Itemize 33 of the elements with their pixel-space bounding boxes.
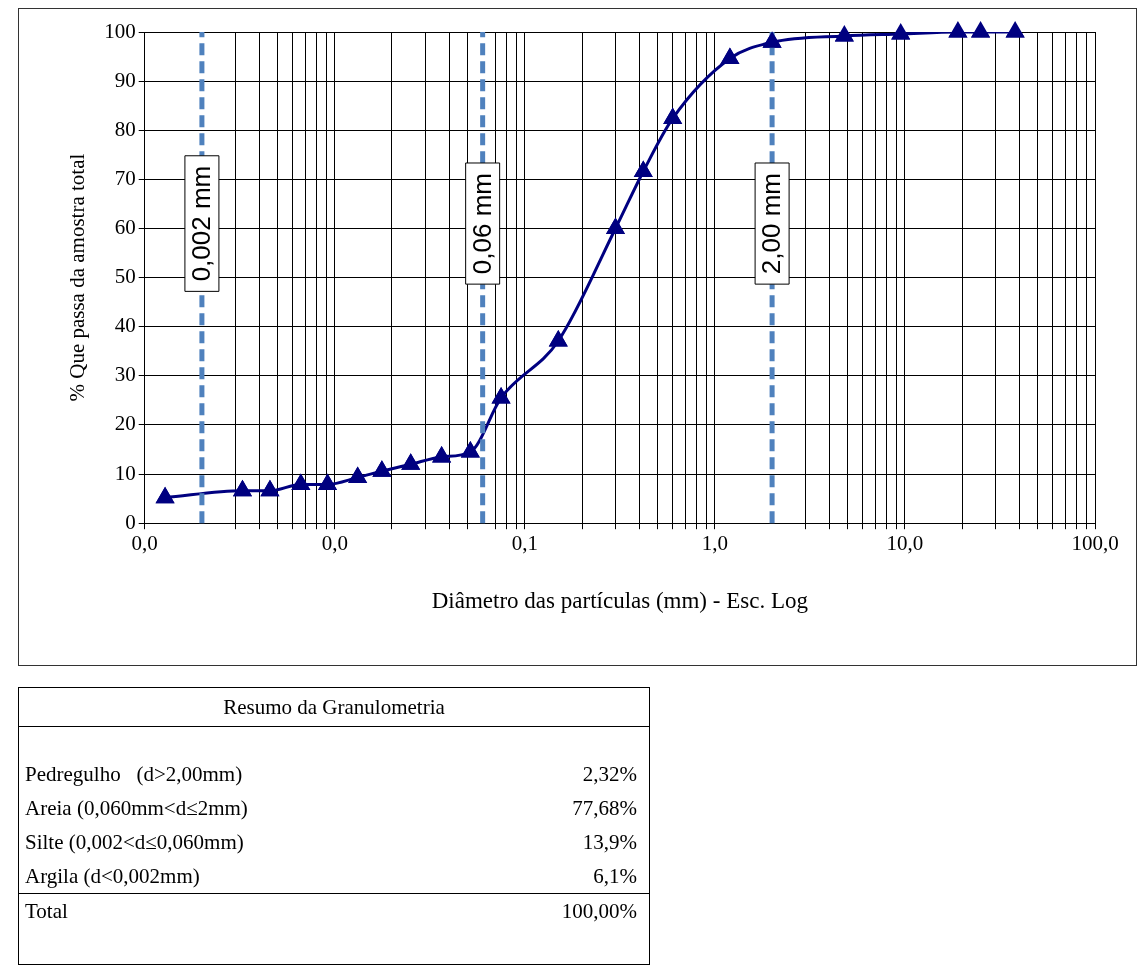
x-tick-label: 100,0: [1071, 531, 1119, 556]
text: Total: [25, 898, 68, 925]
y-tick-label: 80: [114, 116, 136, 141]
x-tick-label: 0,1: [511, 531, 538, 556]
text: Silte (0,002<d≤0,060mm): [25, 829, 244, 856]
x-tick-label: 1,0: [701, 531, 729, 556]
text: 6,1%: [593, 863, 637, 890]
x-tick-label: 0,0: [131, 531, 158, 556]
ref-line-label: 0,06 mm: [466, 172, 497, 275]
text: Pedregulho (d>2,00mm): [25, 761, 243, 788]
text: Argila (d<0,002mm): [25, 863, 200, 890]
text: Areia (0,060mm<d≤2mm): [25, 795, 248, 822]
y-tick-label: 30: [114, 362, 136, 387]
x-tick-label: 0,0: [321, 531, 348, 556]
y-tick-label: 70: [114, 165, 136, 190]
y-tick-label: 40: [114, 313, 136, 338]
text: Resumo da Granulometria: [19, 688, 649, 727]
x-tick-label: 10,0: [886, 531, 924, 556]
text: 13,9%: [582, 829, 637, 856]
ref-line-label: 0,002 mm: [186, 165, 217, 282]
y-tick-label: 0: [125, 509, 136, 534]
x-axis-title: Diâmetro das partículas (mm) - Esc. Log: [431, 588, 809, 614]
text: 100,00%: [561, 898, 637, 925]
ref-line-label: 2,00 mm: [756, 172, 787, 275]
y-tick-label: 60: [114, 215, 136, 239]
y-tick-label: 20: [114, 411, 136, 436]
y-tick-label: 10: [114, 460, 136, 485]
y-tick-label: 100: [104, 18, 136, 43]
text: 77,68%: [572, 795, 637, 822]
y-tick-label: 90: [114, 67, 136, 92]
text: 2,32%: [582, 761, 637, 788]
y-tick-label: 50: [114, 264, 136, 289]
y-axis-title: % Que passa da amostra total: [65, 153, 90, 402]
